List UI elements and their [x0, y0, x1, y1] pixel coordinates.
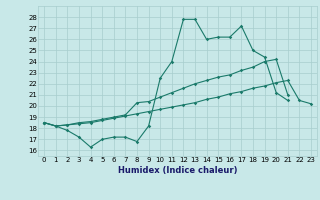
X-axis label: Humidex (Indice chaleur): Humidex (Indice chaleur) — [118, 166, 237, 175]
